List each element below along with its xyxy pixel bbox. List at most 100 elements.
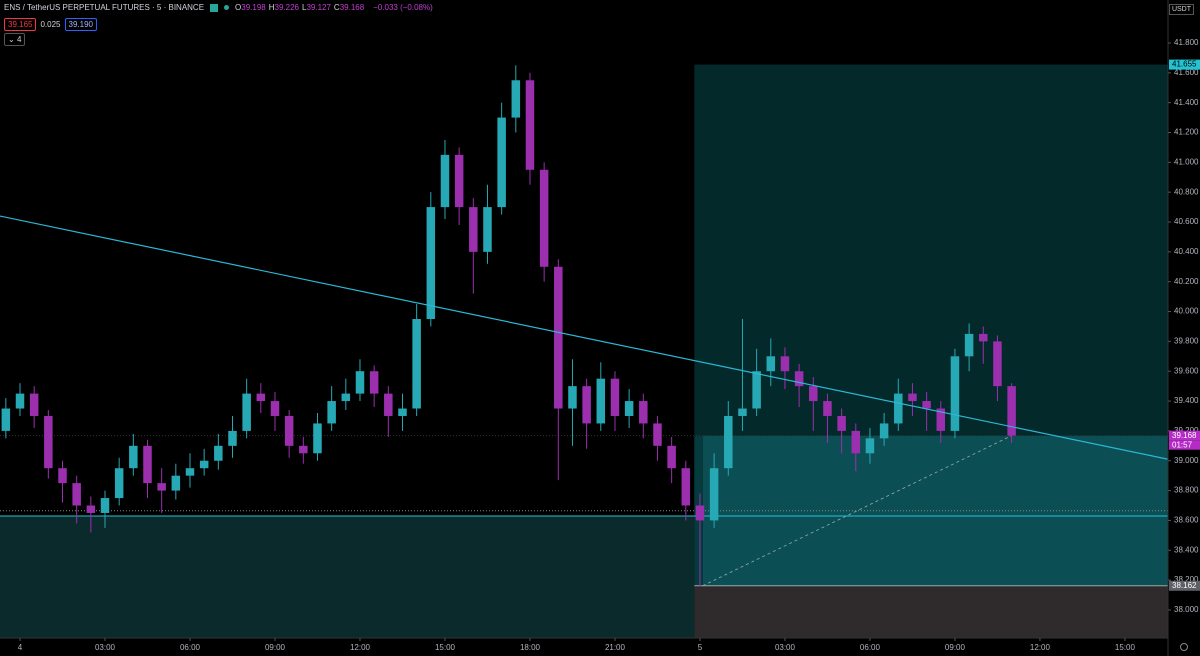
candle-body bbox=[936, 408, 946, 431]
flag-icon bbox=[210, 3, 219, 12]
candle-body bbox=[539, 169, 549, 267]
candle-body bbox=[157, 483, 166, 491]
ohlc-value: 39.127 bbox=[306, 3, 331, 12]
ohlc-item: C39.168 bbox=[334, 3, 364, 12]
ohlc-value: 39.198 bbox=[241, 3, 266, 12]
candle-body bbox=[114, 468, 124, 499]
candle-body bbox=[100, 498, 110, 513]
candle-body bbox=[256, 393, 266, 402]
candle-body bbox=[129, 445, 138, 469]
ohlc-item: L39.127 bbox=[302, 3, 331, 12]
candle-body bbox=[596, 378, 606, 424]
y-tick-label: 39.600 bbox=[1174, 366, 1199, 375]
y-tick-label: 38.400 bbox=[1174, 545, 1199, 554]
ohlc-key: H bbox=[268, 3, 275, 12]
ohlc-item: H39.226 bbox=[269, 3, 299, 12]
candle-body bbox=[950, 356, 960, 431]
support-zone bbox=[0, 515, 695, 638]
candle-body bbox=[837, 415, 846, 431]
ohlc-item: O39.198 bbox=[235, 3, 266, 12]
y-tick-label: 38.800 bbox=[1174, 486, 1199, 495]
candle-body bbox=[695, 505, 705, 521]
time-axis bbox=[0, 638, 1168, 656]
y-tick-label: 38.600 bbox=[1174, 516, 1199, 525]
candle-body bbox=[72, 483, 81, 506]
candle-body bbox=[384, 393, 393, 416]
x-tick-label: 09:00 bbox=[945, 643, 966, 652]
candle-body bbox=[624, 401, 634, 416]
ohlc-key: C bbox=[333, 3, 340, 12]
y-tick-label: 40.600 bbox=[1174, 217, 1199, 226]
candle-body bbox=[355, 371, 365, 394]
candle-body bbox=[993, 341, 1002, 387]
stop-price-label: 38.162 bbox=[1172, 581, 1197, 590]
candle-body bbox=[29, 393, 39, 416]
x-tick-label: 12:00 bbox=[1030, 643, 1051, 652]
candle-body bbox=[143, 445, 152, 484]
sell-button[interactable]: 39.165 bbox=[4, 18, 37, 31]
candle-body bbox=[228, 430, 237, 446]
candle-body bbox=[639, 401, 648, 424]
price-axis bbox=[1168, 0, 1200, 656]
ohlc-key: O bbox=[235, 3, 242, 12]
x-tick-label: 15:00 bbox=[1115, 643, 1136, 652]
candle-body bbox=[582, 386, 591, 424]
x-tick-label: 12:00 bbox=[350, 643, 371, 652]
settings-icon[interactable] bbox=[1180, 643, 1188, 651]
candle-body bbox=[313, 423, 322, 454]
candle-body bbox=[908, 393, 917, 402]
candle-body bbox=[242, 393, 251, 431]
candle-body bbox=[823, 401, 832, 416]
y-tick-label: 41.000 bbox=[1174, 157, 1199, 166]
trade-buttons: 39.165 0.025 39.190 bbox=[4, 18, 97, 31]
candle-body bbox=[440, 154, 450, 208]
candle-body bbox=[922, 401, 931, 409]
candle-body bbox=[86, 505, 96, 513]
candle-body bbox=[426, 207, 436, 319]
candle-body bbox=[454, 154, 464, 208]
x-tick-label: 5 bbox=[698, 643, 703, 652]
y-tick-label: 39.200 bbox=[1174, 426, 1199, 435]
buy-button[interactable]: 39.190 bbox=[64, 18, 97, 31]
candle-body bbox=[667, 445, 676, 469]
candle-body bbox=[568, 386, 577, 409]
candle-body bbox=[483, 207, 492, 252]
symbol: ENS / TetherUS PERPETUAL FUTURES · 5 · B… bbox=[4, 3, 205, 12]
candle-body bbox=[412, 319, 421, 409]
candle-body bbox=[1007, 386, 1016, 436]
candle-body bbox=[894, 393, 903, 424]
candle-body bbox=[369, 371, 379, 394]
candle-body bbox=[511, 80, 521, 118]
last-price-label: 39.168 bbox=[1172, 431, 1197, 440]
x-tick-label: 15:00 bbox=[435, 643, 456, 652]
candle-body bbox=[398, 408, 407, 416]
ohlc-value: 39.226 bbox=[274, 3, 299, 12]
candle-body bbox=[979, 333, 988, 342]
candle-body bbox=[766, 356, 776, 372]
y-tick-label: 40.400 bbox=[1174, 247, 1199, 256]
x-tick-label: 21:00 bbox=[605, 643, 626, 652]
candle-body bbox=[1, 408, 11, 431]
indicator-count: 4 bbox=[16, 35, 22, 44]
candle-body bbox=[44, 415, 53, 469]
candle-body bbox=[185, 468, 195, 476]
y-tick-label: 40.800 bbox=[1174, 187, 1199, 196]
candle-body bbox=[610, 378, 620, 416]
currency-label[interactable]: USDT bbox=[1168, 4, 1194, 15]
candle-body bbox=[794, 371, 804, 387]
x-tick-label: 06:00 bbox=[180, 643, 201, 652]
y-tick-label: 41.400 bbox=[1174, 98, 1199, 107]
candle-body bbox=[738, 408, 747, 416]
candle-body bbox=[299, 445, 308, 454]
y-tick-label: 38.200 bbox=[1174, 575, 1199, 584]
ohlc-values: O39.198 H39.226 L39.127 C39.168 bbox=[235, 3, 367, 12]
candle-body bbox=[327, 401, 336, 424]
target-zone bbox=[694, 64, 1168, 436]
indicator-toggle[interactable]: ⌄ 4 bbox=[4, 33, 26, 46]
countdown: 01:57 bbox=[1172, 440, 1193, 449]
target-price-label-box bbox=[1169, 59, 1200, 70]
candle-body bbox=[497, 117, 506, 208]
candle-body bbox=[58, 468, 67, 484]
spread: 0.025 bbox=[40, 20, 61, 29]
